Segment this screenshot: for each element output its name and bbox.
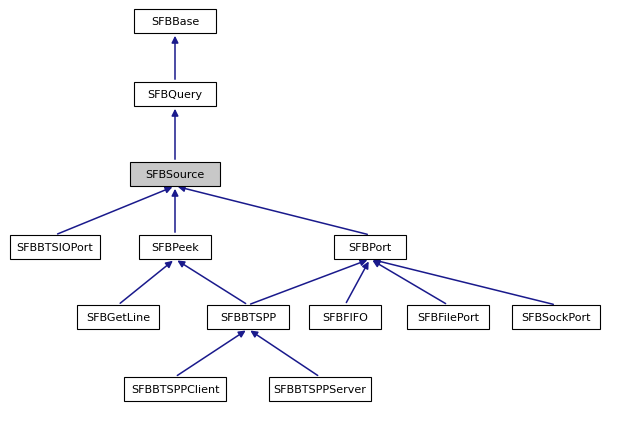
FancyBboxPatch shape	[77, 305, 159, 329]
Text: SFBSockPort: SFBSockPort	[521, 312, 591, 322]
FancyBboxPatch shape	[130, 163, 220, 187]
Text: SFBQuery: SFBQuery	[148, 90, 202, 100]
FancyBboxPatch shape	[269, 377, 371, 401]
Text: SFBPort: SFBPort	[348, 242, 392, 253]
FancyBboxPatch shape	[124, 377, 226, 401]
FancyBboxPatch shape	[134, 10, 216, 34]
Text: SFBPeek: SFBPeek	[151, 242, 199, 253]
Text: SFBBase: SFBBase	[151, 17, 199, 27]
FancyBboxPatch shape	[10, 236, 100, 259]
FancyBboxPatch shape	[139, 236, 211, 259]
FancyBboxPatch shape	[207, 305, 289, 329]
Text: SFBGetLine: SFBGetLine	[86, 312, 150, 322]
Text: SFBBTSPPClient: SFBBTSPPClient	[131, 384, 219, 394]
FancyBboxPatch shape	[407, 305, 489, 329]
FancyBboxPatch shape	[512, 305, 600, 329]
FancyBboxPatch shape	[134, 83, 216, 107]
Text: SFBBTSPP: SFBBTSPP	[220, 312, 276, 322]
Text: SFBBTSPPServer: SFBBTSPPServer	[273, 384, 366, 394]
Text: SFBFilePort: SFBFilePort	[417, 312, 479, 322]
FancyBboxPatch shape	[309, 305, 381, 329]
Text: SFBSource: SFBSource	[145, 170, 204, 180]
FancyBboxPatch shape	[334, 236, 406, 259]
Text: SFBBTSIOPort: SFBBTSIOPort	[17, 242, 93, 253]
Text: SFBFIFO: SFBFIFO	[322, 312, 368, 322]
